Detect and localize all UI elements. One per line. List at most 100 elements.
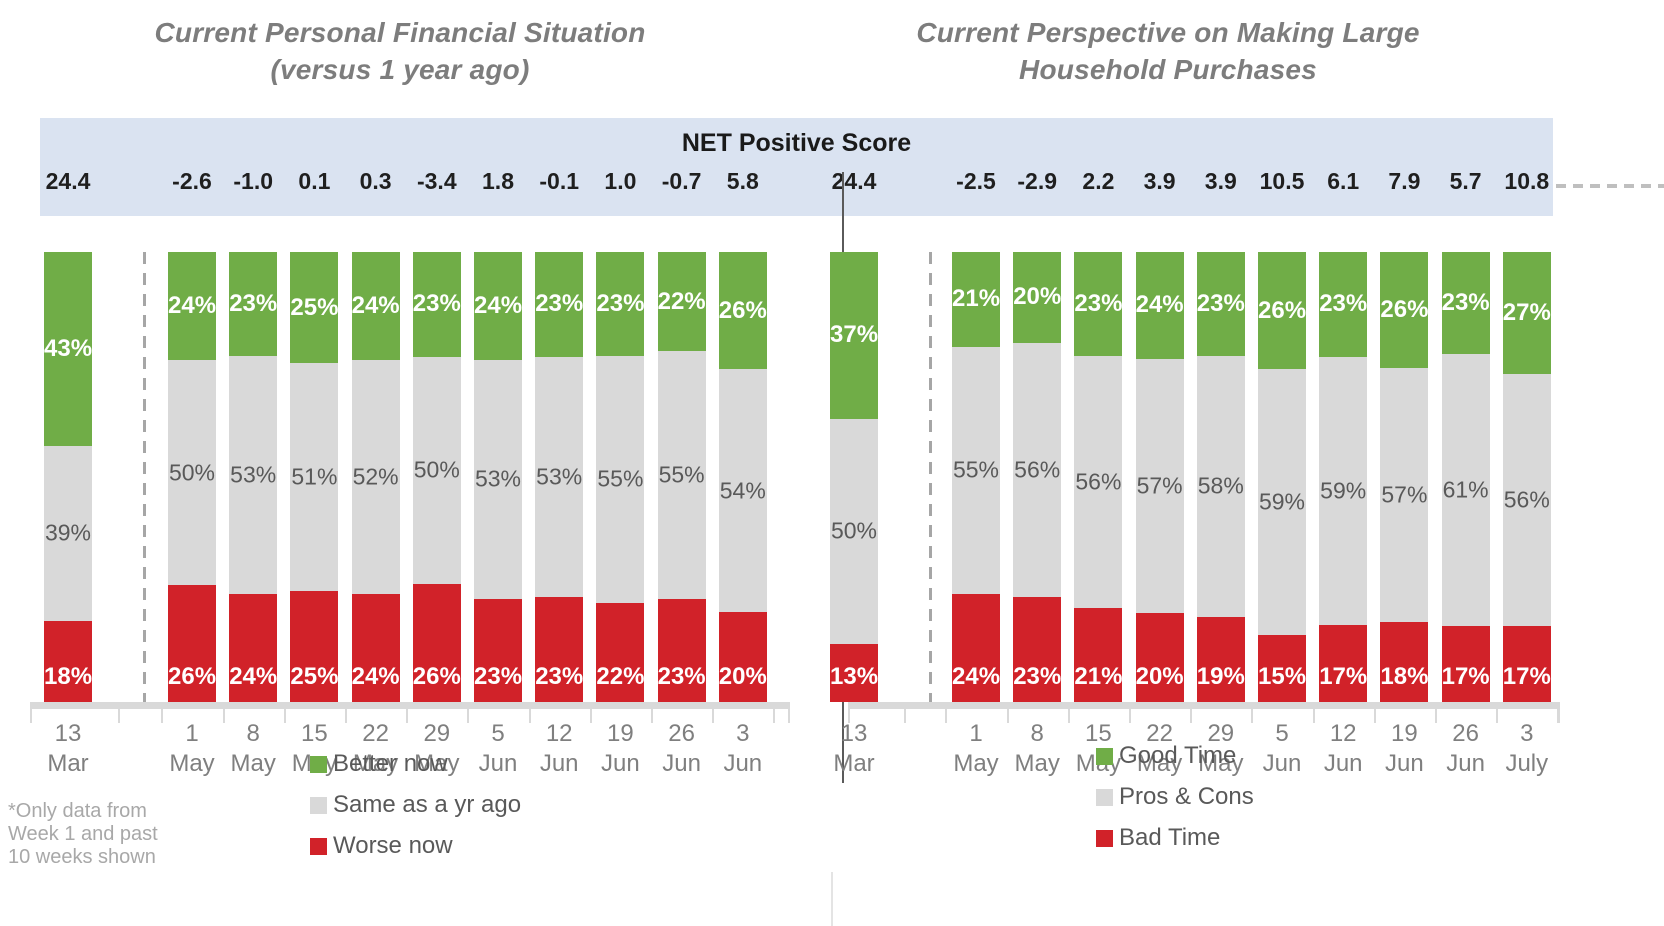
bar-segment-same-as-a-yr-ago: 39%: [44, 445, 92, 621]
category-day-label: 19: [1391, 720, 1418, 747]
stacked-bar-8-may: 23% 53% 24%: [229, 252, 277, 702]
bar-value-label: 23%: [1013, 662, 1062, 690]
bar-value-label: 23%: [596, 289, 645, 317]
bar-segment-pros-cons: 59%: [1319, 356, 1368, 625]
bar-segment-worse-now: 24%: [351, 594, 400, 702]
bar-value-label: 20%: [718, 663, 767, 690]
bar-segment-same-as-a-yr-ago: 51%: [290, 363, 339, 591]
net-score-value: 1.0: [604, 168, 637, 194]
axis-tick: [406, 702, 409, 723]
bar-segment-worse-now: 23%: [474, 598, 522, 702]
stacked-bar-13-mar: 43% 39% 18%: [44, 252, 92, 702]
bar-segment-good-time: 21%: [952, 252, 1000, 347]
category-day-label: 12: [545, 720, 573, 747]
category-month-label: Jun: [1323, 750, 1363, 777]
legend-label: Same as a yr ago: [333, 791, 522, 818]
bar-segment-bad-time: 17%: [1441, 626, 1490, 702]
category-day-label: 5: [491, 720, 505, 747]
left-chart-title-line1: Current Personal Financial Situation: [154, 17, 646, 48]
axis-tick: [589, 702, 592, 723]
category-month-label: May: [352, 750, 399, 777]
category-month-label: Jun: [1385, 750, 1424, 777]
bar-value-label: 23%: [657, 663, 706, 690]
legend-item-worse-now: Worse now: [310, 832, 521, 859]
bar-segment-better-now: 25%: [290, 252, 339, 364]
legend-swatch-red: [310, 837, 327, 855]
axis-tick: [848, 702, 850, 723]
bar-value-label: 53%: [230, 461, 277, 488]
bar-value-label: 23%: [412, 290, 461, 318]
legend-label: Worse now: [333, 832, 453, 859]
bar-value-label: 26%: [412, 662, 461, 690]
bar-segment-worse-now: 23%: [657, 598, 706, 702]
bar-segment-same-as-a-yr-ago: 53%: [474, 360, 522, 599]
axis-tick: [283, 702, 286, 723]
bar-segment-same-as-a-yr-ago: 55%: [596, 355, 645, 603]
bar-value-label: 24%: [229, 663, 278, 690]
bar-segment-bad-time: 18%: [1380, 621, 1428, 702]
stacked-bar-1-may: 21% 55% 24%: [952, 252, 1000, 702]
bar-value-label: 22%: [657, 287, 706, 315]
bar-segment-better-now: 23%: [229, 252, 277, 356]
category-day-label: 22: [362, 720, 389, 747]
stacked-bar-12-jun: 23% 53% 23%: [535, 252, 583, 702]
bar-segment-pros-cons: 55%: [952, 346, 1000, 594]
bar-segment-better-now: 23%: [596, 252, 644, 356]
axis-tick: [904, 702, 906, 723]
category-month-label: Jun: [1262, 750, 1302, 777]
legend-label: Bad Time: [1119, 824, 1221, 851]
category-month-label: Jun: [601, 750, 640, 777]
legend-swatch-green: [310, 755, 327, 773]
category-month-label: May: [1014, 750, 1060, 777]
bar-segment-bad-time: 20%: [1135, 612, 1184, 702]
bar-value-label: 59%: [1258, 488, 1306, 515]
category-month-label: May: [169, 750, 215, 777]
bar-value-label: 43%: [44, 334, 93, 362]
stacked-bar-15-may: 25% 51% 25%: [290, 252, 338, 702]
bar-value-label: 24%: [474, 292, 523, 319]
bar-value-label: 56%: [1075, 468, 1122, 494]
bar-segment-worse-now: 23%: [535, 597, 583, 702]
legend-item-bad-time: Bad Time: [1096, 824, 1254, 851]
legend-swatch-green: [1096, 747, 1113, 765]
category-month-label: July: [1505, 750, 1549, 777]
footnote-line3: 10 weeks shown: [8, 846, 156, 868]
category-day-label: 26: [668, 720, 695, 747]
bar-value-label: 22%: [596, 663, 645, 690]
legend-label: Good Time: [1119, 742, 1237, 769]
bar-segment-bad-time: 24%: [952, 594, 1000, 702]
stacked-bar-12-jun: 23% 59% 17%: [1319, 252, 1367, 702]
category-day-label: 15: [301, 720, 328, 747]
x-axis-line: [848, 702, 1560, 709]
bar-value-label: 56%: [1014, 456, 1061, 483]
axis-tick: [1312, 702, 1315, 723]
bar-segment-pros-cons: 58%: [1196, 355, 1245, 617]
stacked-bar-13-mar: 37% 50% 13%: [830, 252, 878, 702]
bar-value-label: 57%: [1136, 472, 1183, 499]
bar-segment-bad-time: 17%: [1319, 624, 1367, 702]
bar-value-label: 24%: [351, 292, 400, 319]
bar-value-label: 52%: [352, 463, 399, 490]
left-chart-title-line2: (versus 1 year ago): [270, 54, 530, 85]
bar-segment-same-as-a-yr-ago: 54%: [718, 369, 767, 612]
category-day-label: 1: [185, 720, 199, 747]
axis-tick: [945, 702, 948, 723]
net-positive-score-band: NET Positive Score: [40, 118, 1553, 216]
bar-segment-good-time: 37%: [830, 252, 878, 419]
bar-segment-pros-cons: 59%: [1258, 369, 1306, 635]
category-day-label: 8: [246, 720, 260, 747]
net-score-value: 2.2: [1082, 168, 1115, 194]
stacked-bar-15-may: 23% 56% 21%: [1074, 252, 1122, 702]
bar-segment-same-as-a-yr-ago: 52%: [351, 360, 400, 594]
bar-segment-pros-cons: 57%: [1380, 367, 1429, 622]
net-score-value: -0.1: [539, 168, 580, 194]
category-day-label: 1: [969, 720, 983, 747]
category-day-label: 5: [1275, 720, 1289, 747]
bar-segment-worse-now: 26%: [412, 583, 461, 702]
bar-value-label: 23%: [1441, 289, 1490, 317]
axis-tick: [528, 702, 531, 723]
net-score-value: 6.1: [1327, 168, 1360, 194]
bar-value-label: 25%: [290, 293, 339, 321]
bar-value-label: 50%: [830, 517, 878, 544]
